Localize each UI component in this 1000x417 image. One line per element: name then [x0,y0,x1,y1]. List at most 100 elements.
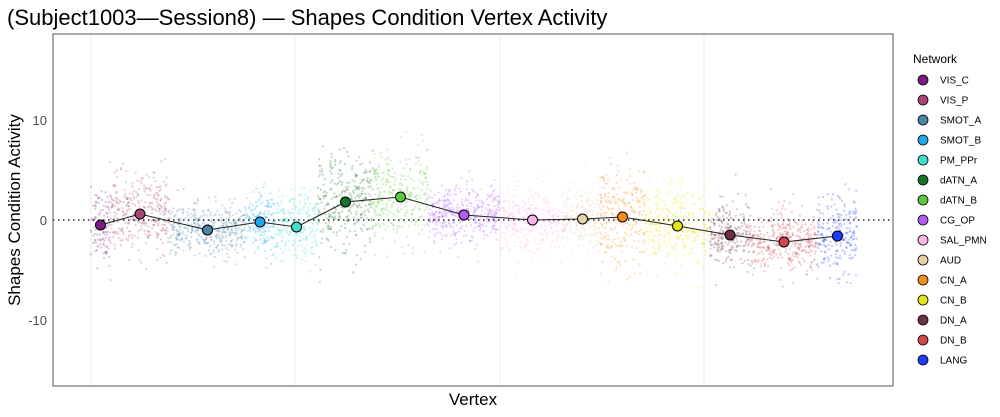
scatter-point [592,225,595,228]
scatter-point [355,234,358,237]
scatter-point [227,248,230,251]
scatter-point [390,222,393,225]
scatter-point [105,252,108,255]
scatter-point [132,216,135,219]
scatter-point [167,198,170,201]
scatter-point [366,228,369,231]
legend-item-vis_p: VIS_P [917,94,969,107]
scatter-point [804,251,808,254]
scatter-point [174,244,177,247]
scatter-point [277,245,280,248]
scatter-point [819,211,822,214]
scatter-point [760,262,763,265]
scatter-point [574,211,577,214]
scatter-point [212,242,216,245]
scatter-point [686,216,689,219]
scatter-point [426,198,429,201]
scatter-point [796,230,799,233]
scatter-point [294,205,297,209]
scatter-point [374,210,377,214]
legend-label: CN_A [940,276,967,287]
scatter-point [719,236,722,239]
scatter-point [641,232,644,235]
scatter-point [836,194,839,197]
scatter-point [479,188,482,191]
scatter-point [855,237,858,240]
scatter-point [199,215,202,218]
scatter-point [564,227,568,230]
scatter-point [244,237,247,240]
scatter-point [177,234,180,237]
scatter-point [259,211,262,214]
scatter-point [773,248,777,251]
scatter-point [288,213,291,216]
scatter-point [827,260,830,263]
scatter-point [777,224,780,227]
scatter-point [640,191,643,194]
scatter-point [643,171,646,174]
scatter-point [554,246,557,249]
scatter-point [530,211,533,215]
scatter-point [204,238,208,241]
scatter-point [388,169,391,172]
scatter-point [122,201,125,204]
scatter-point [785,223,788,227]
scatter-point [425,223,428,226]
scatter-point [845,246,848,249]
scatter-point [821,195,825,199]
scatter-point [404,211,407,214]
scatter-point [224,221,227,224]
scatter-point [540,224,543,227]
scatter-point [277,229,280,232]
scatter-point [580,226,583,229]
scatter-point [259,234,262,237]
scatter-point [271,220,274,223]
scatter-point [590,215,593,218]
scatter-point [706,233,710,236]
scatter-point [415,220,418,223]
scatter-point [535,226,538,229]
scatter-point [134,204,137,207]
scatter-point [202,238,205,241]
scatter-point [251,208,254,212]
scatter-point [90,253,93,256]
scatter-point [469,224,473,227]
scatter-point [614,214,618,217]
scatter-point [121,227,124,230]
scatter-point [700,242,703,245]
scatter-point [291,244,295,247]
scatter-point [761,246,764,249]
scatter-point [264,249,267,252]
scatter-point [123,189,126,192]
scatter-point [144,242,148,245]
scatter-point [575,204,578,207]
scatter-point [625,203,628,206]
scatter-point [730,245,733,248]
scatter-point [267,238,270,242]
scatter-point [664,262,667,265]
scatter-point [195,217,198,220]
scatter-point [798,243,802,247]
scatter-point [475,218,478,221]
scatter-point [248,216,251,219]
scatter-point [635,188,638,191]
scatter-point [744,225,748,228]
scatter-point [181,211,184,214]
scatter-point [547,212,551,215]
scatter-point [342,147,346,150]
scatter-point [675,251,678,254]
scatter-point [852,248,855,252]
scatter-point [716,215,719,219]
scatter-point [823,257,826,260]
scatter-point [492,227,495,230]
scatter-point [431,227,434,231]
scatter-point [133,235,136,238]
scatter-point [438,211,441,214]
scatter-point [290,188,293,191]
scatter-point [102,231,105,234]
scatter-point [96,267,99,270]
scatter-point [619,245,622,248]
scatter-point [93,232,96,235]
scatter-point [372,233,375,236]
scatter-point [314,218,317,221]
